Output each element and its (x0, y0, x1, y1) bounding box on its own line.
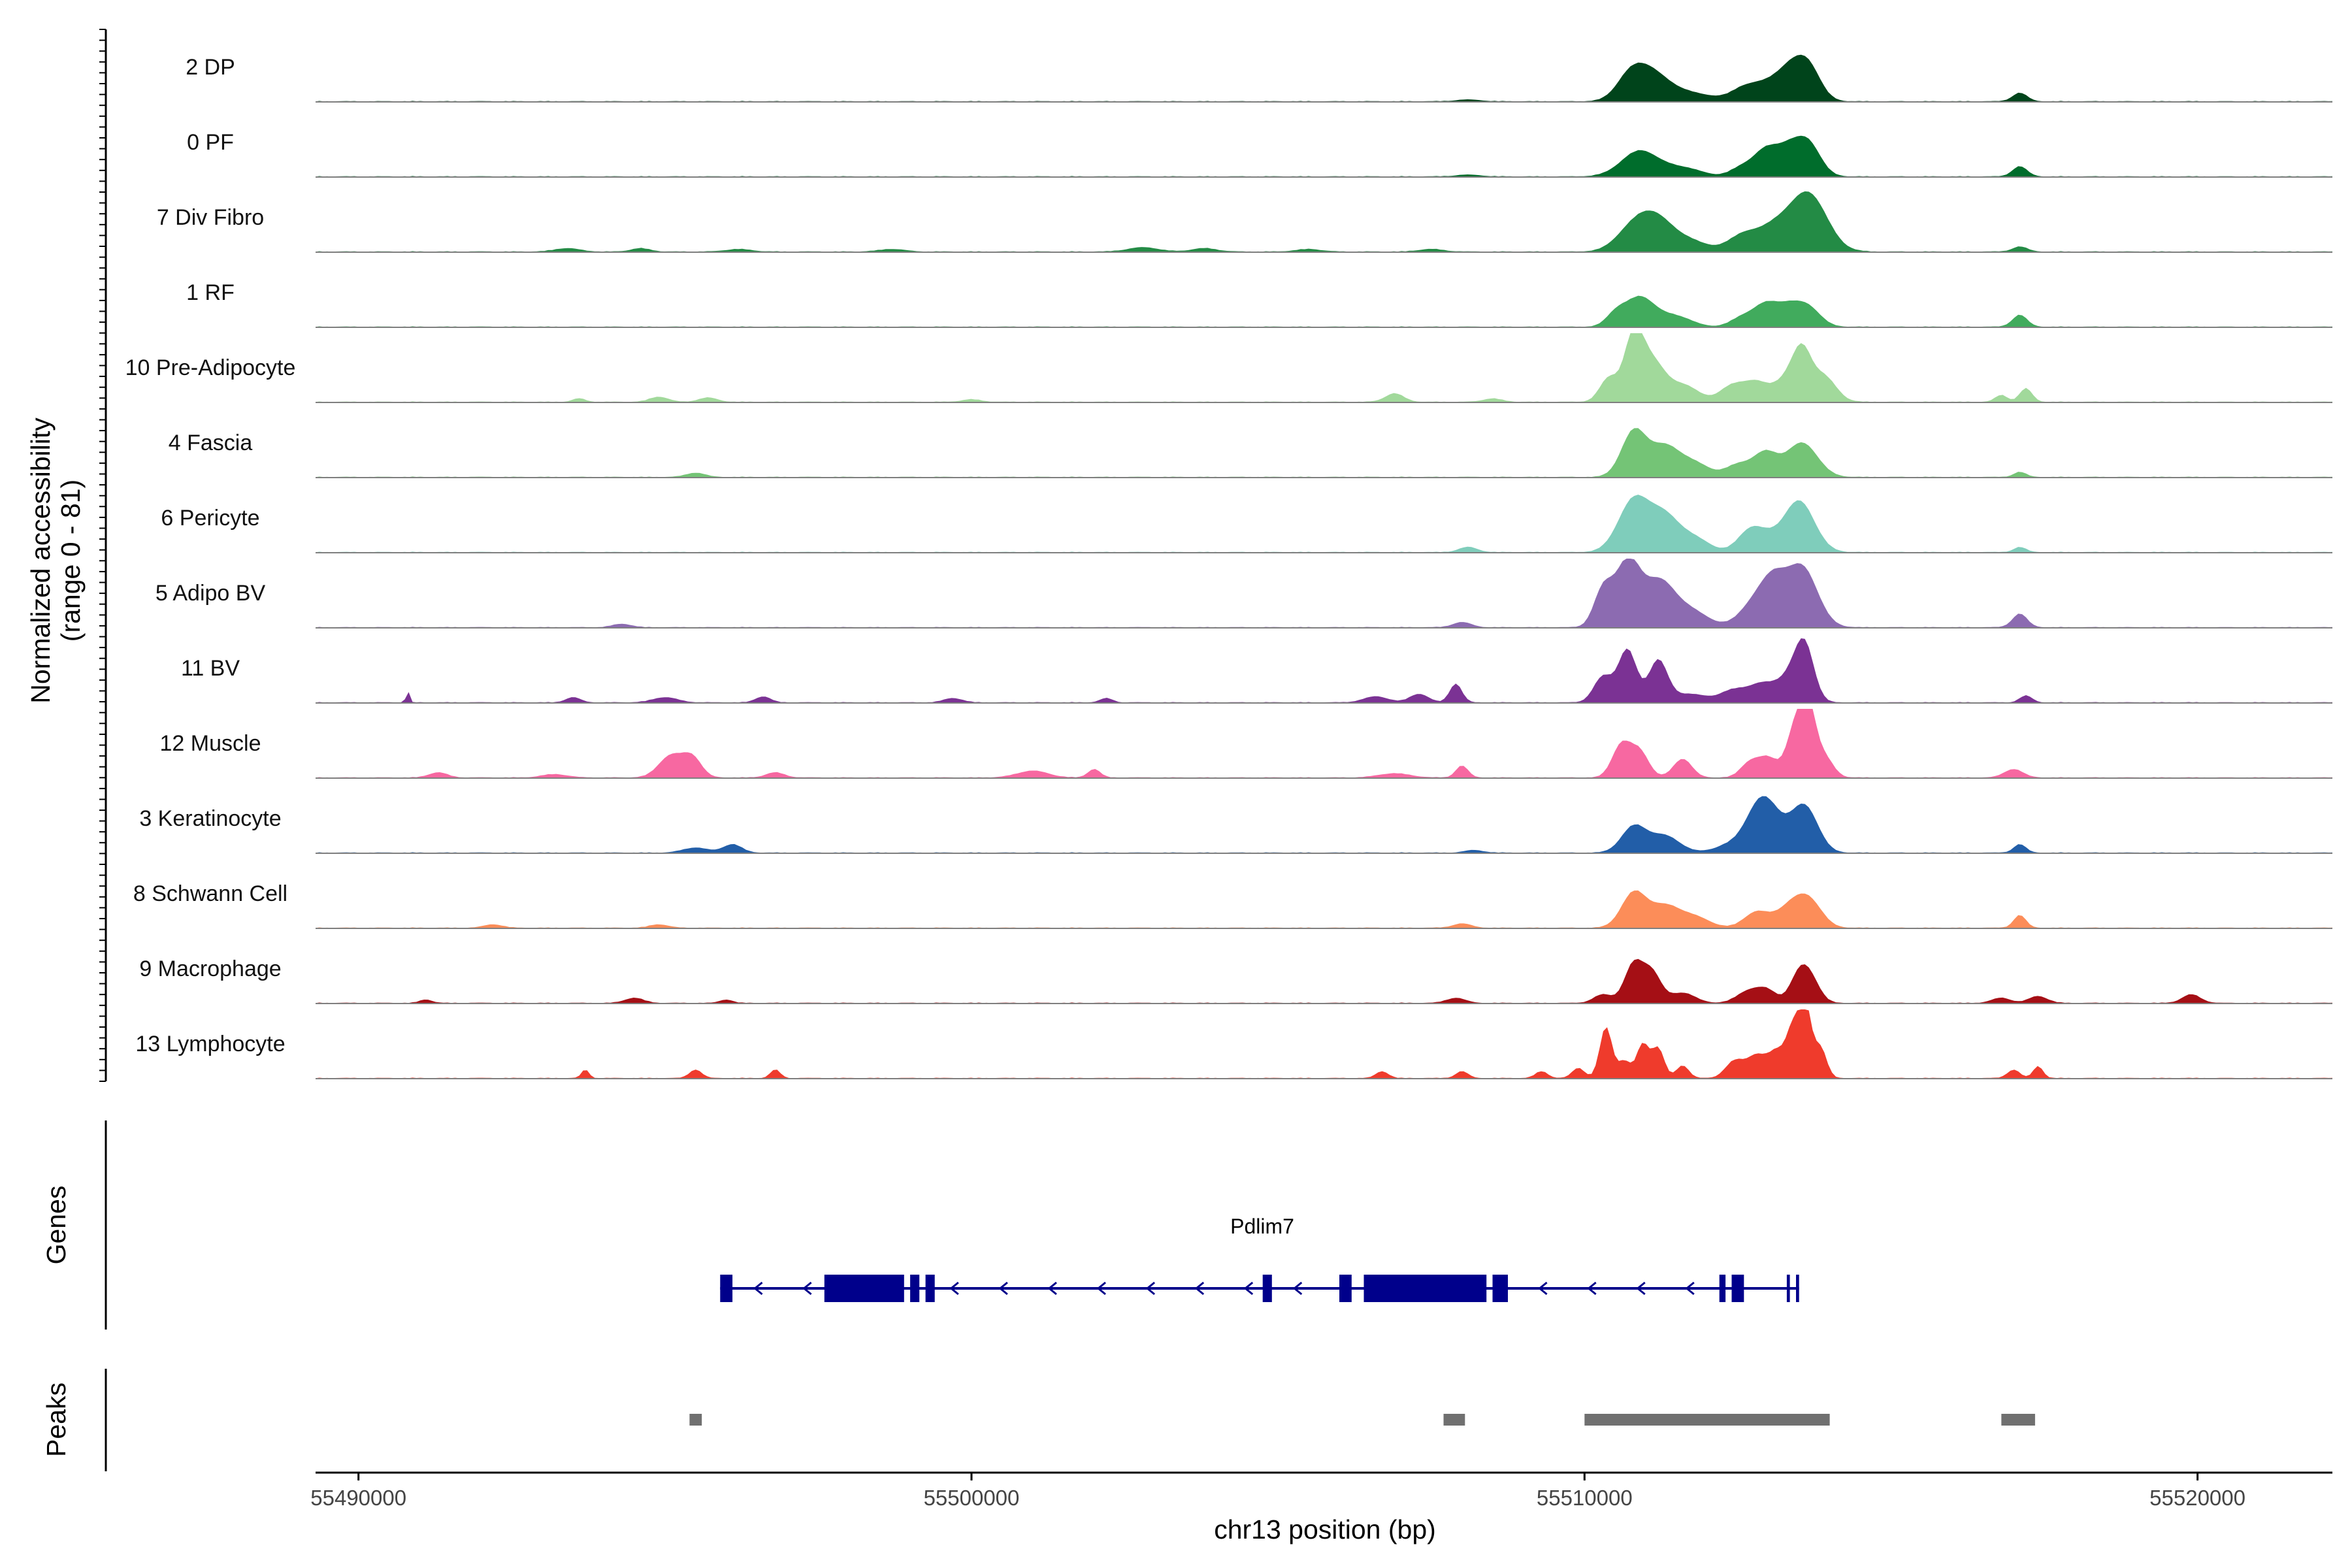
strand-arrow (1047, 1281, 1057, 1296)
gene-exon (1731, 1275, 1744, 1302)
coverage-panel: 2 DP 0 PF 7 Div Fibro 1 RF 10 Pre-Adipocyte 4… (125, 54, 2332, 1079)
peak-region (1443, 1414, 1465, 1426)
strand-arrow (1096, 1281, 1106, 1296)
track-14: 13 Lymphocyte (135, 1009, 2332, 1079)
track-area (316, 495, 2332, 553)
track-9: 11 BV (181, 638, 2332, 704)
track-label: 6 Pericyte (161, 506, 259, 531)
track-7: 6 Pericyte (161, 495, 2332, 553)
strand-arrow (949, 1281, 959, 1296)
track-label: 4 Fascia (169, 431, 253, 455)
track-area (316, 559, 2332, 628)
track-label: 2 DP (186, 55, 235, 80)
track-area (316, 54, 2332, 102)
track-area (316, 890, 2332, 928)
track-area (316, 796, 2332, 853)
coverage-y-label-line2: (range 0 - 81) (56, 480, 86, 642)
gene-exon (1339, 1275, 1352, 1302)
x-axis-label: chr13 position (bp) (1214, 1514, 1436, 1544)
peak-region (689, 1414, 702, 1426)
gene-exon (1719, 1275, 1726, 1302)
track-5: 10 Pre-Adipocyte (125, 333, 2332, 403)
x-tick-label: 55490000 (310, 1486, 406, 1510)
track-area (316, 709, 2332, 778)
strand-arrow (1636, 1281, 1646, 1296)
track-label: 13 Lymphocyte (135, 1032, 285, 1056)
track-label: 10 Pre-Adipocyte (125, 355, 296, 380)
gene-exon (910, 1275, 920, 1302)
track-label: 0 PF (187, 130, 234, 155)
gene-exon (824, 1275, 904, 1302)
gene-exon (720, 1275, 733, 1302)
gene-exon (1796, 1275, 1799, 1302)
coverage-y-axis (99, 29, 107, 1082)
peaks-panel (689, 1414, 2035, 1426)
track-8: 5 Adipo BV (155, 559, 2332, 629)
track-area (316, 958, 2332, 1004)
strand-arrow (1194, 1281, 1205, 1296)
gene-exon (925, 1275, 935, 1302)
x-tick-label: 55520000 (2149, 1486, 2246, 1510)
strand-arrow (1145, 1281, 1156, 1296)
track-11: 3 Keratinocyte (139, 796, 2332, 854)
track-area (316, 428, 2332, 478)
track-label: 8 Schwann Cell (133, 881, 287, 906)
track-area (316, 295, 2332, 327)
strand-arrow (1538, 1281, 1548, 1296)
gene-name-label: Pdlim7 (1230, 1215, 1294, 1238)
x-tick-label: 55500000 (924, 1486, 1020, 1510)
track-label: 7 Div Fibro (157, 205, 264, 230)
track-area (316, 333, 2332, 402)
track-1: 2 DP (186, 54, 2332, 103)
track-label: 5 Adipo BV (155, 581, 266, 606)
track-area (316, 638, 2332, 703)
gene-exon (1364, 1275, 1487, 1302)
peak-region (2001, 1414, 2035, 1426)
x-axis: 55490000 55500000 55510000 55520000 (310, 1471, 2332, 1510)
gene-exon (1492, 1275, 1508, 1302)
track-13: 9 Macrophage (139, 956, 2332, 1004)
track-label: 9 Macrophage (139, 956, 281, 981)
track-2: 0 PF (187, 130, 2332, 178)
strand-arrow (1243, 1281, 1254, 1296)
peaks-y-label: Peaks (41, 1382, 71, 1457)
track-10: 12 Muscle (160, 709, 2332, 779)
peak-region (1584, 1414, 1830, 1426)
track-label: 12 Muscle (160, 731, 261, 756)
coverage-y-label-line1: Normalized accessibility (25, 417, 56, 704)
track-4: 1 RF (186, 280, 2332, 328)
track-area (316, 191, 2332, 252)
track-label: 1 RF (186, 280, 235, 305)
track-label: 11 BV (181, 656, 240, 681)
track-12: 8 Schwann Cell (133, 881, 2332, 929)
strand-arrow (1292, 1281, 1303, 1296)
strand-arrow (1685, 1281, 1695, 1296)
track-area (316, 135, 2332, 177)
genes-y-label: Genes (41, 1186, 71, 1265)
genes-panel (720, 1275, 1799, 1302)
x-tick-label: 55510000 (1537, 1486, 1633, 1510)
strand-arrow (802, 1281, 812, 1296)
track-label: 3 Keratinocyte (139, 806, 281, 831)
track-3: 7 Div Fibro (157, 191, 2332, 253)
strand-arrow (998, 1281, 1008, 1296)
track-6: 4 Fascia (169, 428, 2332, 478)
gene-exon (1786, 1275, 1790, 1302)
gene-exon (1262, 1275, 1272, 1302)
track-area (316, 1009, 2332, 1079)
strand-arrow (753, 1281, 763, 1296)
strand-arrow (1587, 1281, 1597, 1296)
